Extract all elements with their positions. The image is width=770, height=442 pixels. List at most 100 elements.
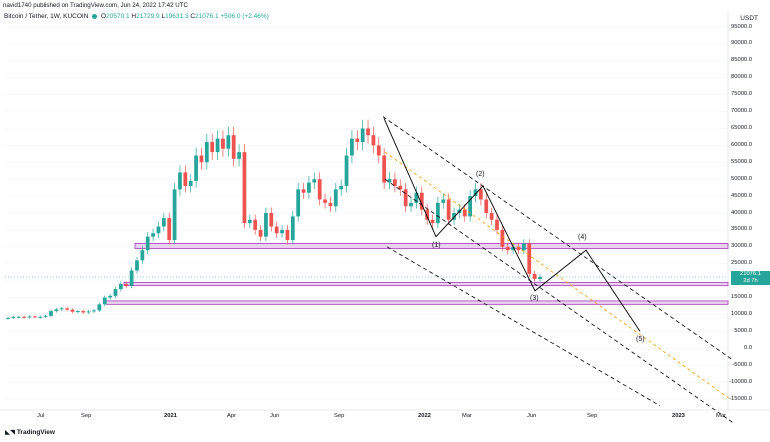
candle-body — [339, 185, 344, 190]
published-header: navid1740 published on TradingView.com, … — [3, 2, 188, 9]
candle-body — [538, 276, 542, 279]
candle-body — [468, 196, 473, 217]
candle-body — [210, 141, 215, 153]
channel-lower-line — [386, 246, 661, 407]
support-zone — [134, 243, 729, 249]
wave-label: (4) — [578, 234, 587, 241]
price-tick-label: 95000.0 — [731, 23, 752, 30]
time-tick-label: Jul — [37, 413, 45, 419]
candle-body — [118, 284, 123, 290]
time-tick-label: Sep — [81, 413, 92, 419]
candle-body — [237, 152, 241, 159]
candles — [6, 119, 542, 320]
time-tick-label: 2023 — [672, 413, 685, 419]
candle-body — [452, 213, 456, 220]
close-value: 21076.1 — [195, 13, 219, 20]
tradingview-logo[interactable]: ◣◥ TradingView — [5, 428, 55, 436]
candle-body — [495, 219, 499, 230]
wave-label: (5) — [636, 336, 645, 343]
candle-body — [484, 199, 489, 213]
grid — [0, 11, 770, 411]
candle-body — [156, 226, 161, 234]
wave-label: (2) — [476, 171, 485, 178]
candle-body — [409, 202, 413, 207]
candle-body — [194, 155, 198, 181]
candle-body — [393, 179, 397, 186]
candle-body — [22, 316, 27, 318]
high-label: H — [131, 13, 137, 20]
price-tick-label: 60000.0 — [731, 141, 752, 148]
price-tick-label: 30000.0 — [731, 243, 752, 250]
candle-body — [328, 202, 333, 207]
candle-body — [398, 185, 403, 190]
tradingview-logo-text: TradingView — [16, 429, 55, 436]
candle-body — [167, 218, 172, 241]
candle-body — [307, 182, 311, 193]
price-tick-label: 80000.0 — [731, 74, 752, 81]
price-tick-label: -5000.0 — [732, 361, 752, 368]
candle-body — [376, 145, 381, 156]
candle-body — [441, 199, 446, 203]
candle-body — [27, 316, 32, 318]
time-tick-label: Sep — [334, 413, 345, 419]
time-tick-label: Apr — [227, 413, 237, 419]
price-tick-label: 90000.0 — [731, 40, 752, 47]
candle-body — [382, 155, 387, 183]
candle-body — [532, 273, 537, 279]
candle-body — [446, 199, 451, 220]
time-tick-label: 2022 — [418, 413, 431, 419]
price-tick-label: 50000.0 — [731, 175, 752, 182]
candle-body — [145, 236, 150, 251]
candle-body — [301, 189, 306, 193]
candle-body — [505, 246, 510, 251]
wave-label: (1) — [432, 242, 441, 249]
candle-body — [323, 199, 327, 203]
elliott-wave-path — [383, 118, 641, 332]
low-value: 19631.3 — [165, 13, 189, 20]
close-label: C — [190, 13, 196, 20]
price-tick-label: 40000.0 — [731, 209, 752, 216]
symbol-name: Bitcoin / Tether, 1W, KUCOIN — [4, 13, 89, 20]
candle-body — [97, 304, 102, 311]
support-zone — [123, 281, 729, 287]
candle-body — [355, 138, 360, 142]
elliott-wave-lines — [383, 118, 641, 332]
change-value: +506.0 (+2.46%) — [220, 13, 269, 20]
support-zone — [105, 300, 729, 305]
candle-body — [199, 155, 204, 163]
candle-body — [274, 226, 279, 234]
time-tick-label: Mar — [462, 413, 472, 419]
time-tick-label: Jun — [270, 413, 280, 419]
price-tick-label: 85000.0 — [731, 57, 752, 64]
open-label: O — [101, 13, 107, 20]
candle-body — [247, 219, 252, 224]
candle-body — [54, 309, 59, 312]
candle-body — [430, 219, 435, 224]
candle-body — [521, 243, 526, 251]
candle-body — [151, 233, 155, 237]
candle-body — [403, 189, 408, 207]
candle-body — [269, 213, 274, 227]
candle-body — [333, 189, 338, 207]
candle-body — [43, 315, 48, 317]
candle-body — [172, 189, 177, 241]
candle-body — [11, 317, 16, 319]
candle-body — [312, 179, 317, 183]
ohlc-values: O20570.1 H21729.9 L19631.3 C21076.1 +506… — [101, 13, 269, 20]
price-tick-label: 15000.0 — [731, 294, 752, 301]
candle-body — [161, 218, 166, 227]
candle-body — [511, 246, 516, 251]
candle-body — [242, 152, 247, 224]
price-tick-label: 55000.0 — [731, 158, 752, 165]
candle-body — [226, 135, 231, 149]
price-tick-label: -10000.0 — [729, 378, 752, 385]
candle-body — [124, 284, 129, 286]
candle-body — [296, 189, 301, 217]
market-status-icon — [92, 13, 98, 19]
candle-body — [102, 297, 107, 305]
symbol-legend: Bitcoin / Tether, 1W, KUCOIN O20570.1 H2… — [0, 11, 269, 23]
candle-body — [92, 310, 96, 312]
support-zones — [105, 243, 729, 305]
